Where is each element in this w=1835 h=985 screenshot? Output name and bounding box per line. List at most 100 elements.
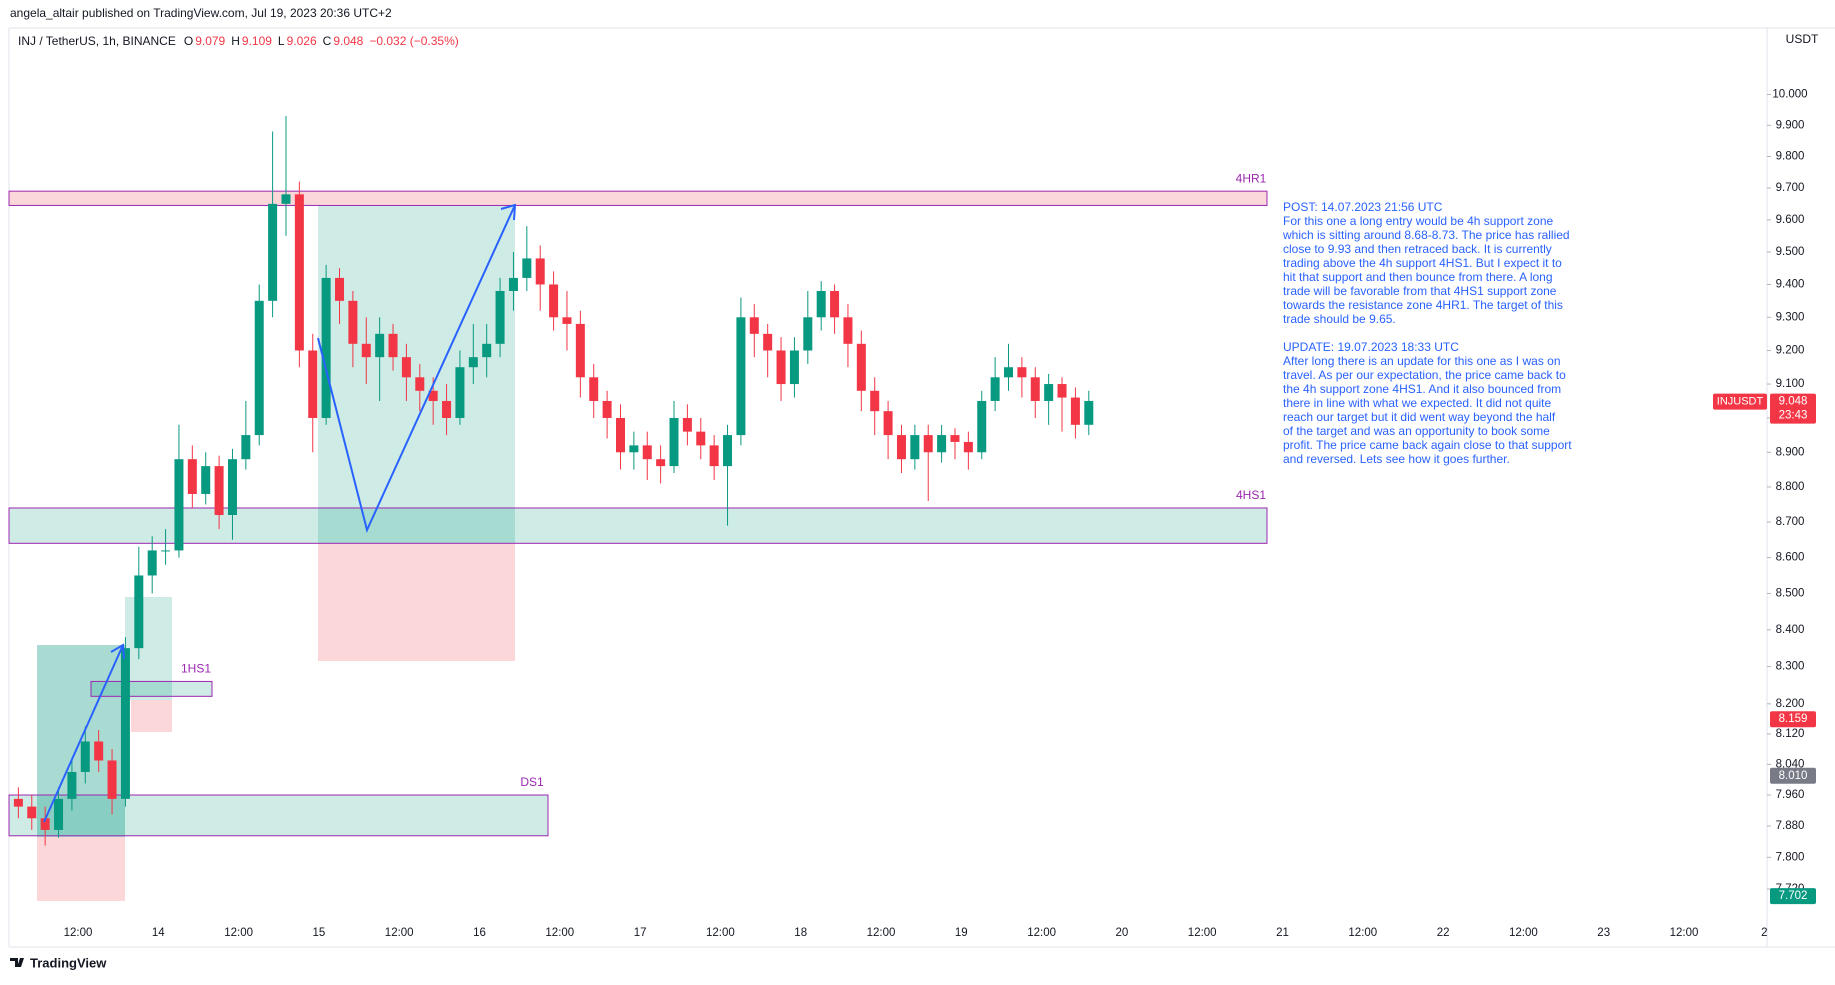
x-tick-label: 12:00 xyxy=(1670,927,1699,939)
candle-body xyxy=(174,459,184,551)
candle-body xyxy=(843,317,853,344)
candle-body xyxy=(963,441,973,453)
note-line: of the target and was an opportunity to … xyxy=(1283,424,1550,438)
x-tick-label: 20 xyxy=(1116,927,1129,939)
candle-body xyxy=(361,343,371,358)
x-tick-label: 16 xyxy=(473,927,486,939)
note-line: there in line with what we expected. It … xyxy=(1283,396,1551,410)
candle-body xyxy=(535,258,545,285)
candle-body xyxy=(415,377,425,391)
zone-label: 4HS1 xyxy=(1236,488,1266,502)
candle-body xyxy=(696,431,706,446)
candle-body xyxy=(1030,377,1040,401)
logo-icon xyxy=(10,958,24,967)
candle-body xyxy=(522,258,532,278)
y-tick-label: 8.700 xyxy=(1776,516,1805,528)
candle-body xyxy=(54,798,64,830)
note-line: trading above the 4h support 4HS1. But I… xyxy=(1283,256,1562,270)
candle-body xyxy=(1057,384,1067,398)
note-line: profit. The price came back again close … xyxy=(1283,438,1572,452)
y-tick-label: 8.500 xyxy=(1776,588,1805,600)
y-tick-label: 8.900 xyxy=(1776,446,1805,458)
x-tick-label: 12:00 xyxy=(867,927,896,939)
x-tick-label: 12:00 xyxy=(545,927,574,939)
candle-body xyxy=(442,400,452,418)
candle-body xyxy=(1070,397,1080,425)
price-badge-label: 9.048 xyxy=(1779,396,1808,408)
x-tick-label: 14 xyxy=(152,927,165,939)
x-tick-label: 17 xyxy=(634,927,647,939)
candle-body xyxy=(134,575,144,649)
candle-body xyxy=(589,377,599,401)
candle-body xyxy=(856,343,866,391)
y-tick-label: 7.960 xyxy=(1776,789,1805,801)
ohlc-key: L xyxy=(277,34,285,48)
candle-body xyxy=(201,466,211,494)
candle-body xyxy=(80,741,90,772)
axis-unit: USDT xyxy=(1786,32,1819,46)
candle-body xyxy=(736,317,746,436)
y-tick-label: 8.200 xyxy=(1776,698,1805,710)
note-line: UPDATE: 19.07.2023 18:33 UTC xyxy=(1283,340,1459,354)
candle-body xyxy=(1084,400,1094,425)
note-line: towards the resistance zone 4HR1. The ta… xyxy=(1283,298,1563,312)
x-tick-label: 12:00 xyxy=(1509,927,1538,939)
candle-body xyxy=(147,550,157,576)
price-badge-label: 8.010 xyxy=(1779,770,1808,782)
trend-arrow xyxy=(317,204,516,533)
candle-body xyxy=(990,377,1000,401)
ohlc-key: H xyxy=(231,34,240,48)
candle-body xyxy=(830,290,840,318)
candle-body xyxy=(562,317,572,324)
candle-body xyxy=(13,798,23,807)
y-tick-label: 9.500 xyxy=(1776,246,1805,258)
note-line: close to 9.93 and then retraced back. It… xyxy=(1283,242,1552,256)
y-tick-label: 9.100 xyxy=(1776,378,1805,390)
zone xyxy=(8,794,549,837)
candle-body xyxy=(709,445,719,467)
y-tick-label: 9.200 xyxy=(1776,345,1805,357)
candle-body xyxy=(67,771,77,799)
countdown: 23:43 xyxy=(1779,410,1808,422)
price-badge-label: 7.702 xyxy=(1779,890,1808,902)
candle-body xyxy=(977,400,987,453)
candle-body xyxy=(120,648,130,799)
candle-body xyxy=(308,350,318,418)
candle-body xyxy=(495,290,505,344)
symbol-badge xyxy=(1713,393,1767,410)
change: −0.032 (−0.35%) xyxy=(369,34,459,48)
candle-body xyxy=(1004,367,1014,378)
note-line: travel. As per our expectation, the pric… xyxy=(1283,368,1566,382)
loss-zone xyxy=(318,543,515,661)
candle-body xyxy=(335,277,345,301)
candle-body xyxy=(896,435,906,460)
x-tick-label: 19 xyxy=(955,927,968,939)
x-tick-label: 12:00 xyxy=(1348,927,1377,939)
y-tick-label: 8.300 xyxy=(1776,661,1805,673)
note-line: trade will be favorable from that 4HS1 s… xyxy=(1283,284,1557,298)
y-tick-label: 10.000 xyxy=(1772,88,1807,100)
published: angela_altair published on TradingView.c… xyxy=(10,6,392,20)
x-tick-label: 12:00 xyxy=(224,927,253,939)
loss-zone xyxy=(37,837,125,901)
profit-zone xyxy=(125,597,172,700)
candle-body xyxy=(1017,367,1027,378)
y-tick-label: 8.120 xyxy=(1776,728,1805,740)
x-tick-label: 12:00 xyxy=(1027,927,1056,939)
y-tick-label: 7.880 xyxy=(1776,820,1805,832)
candle-body xyxy=(27,806,37,819)
candle-body xyxy=(187,459,197,494)
candle-body xyxy=(482,343,492,358)
candle-body xyxy=(254,300,264,436)
candle-body xyxy=(656,459,666,467)
note-line: hit that support and then bounce from th… xyxy=(1283,270,1553,284)
candle-body xyxy=(401,357,411,378)
candle-body xyxy=(268,203,278,301)
published-line: angela_altair published on TradingView.c… xyxy=(10,6,394,20)
symbol-badge-label: INJUSDT xyxy=(1717,396,1764,408)
candle-body xyxy=(910,435,920,460)
candle-body xyxy=(602,400,612,418)
note-line: and reversed. Lets see how it goes furth… xyxy=(1283,452,1510,466)
x-tick-label: 12:00 xyxy=(706,927,735,939)
